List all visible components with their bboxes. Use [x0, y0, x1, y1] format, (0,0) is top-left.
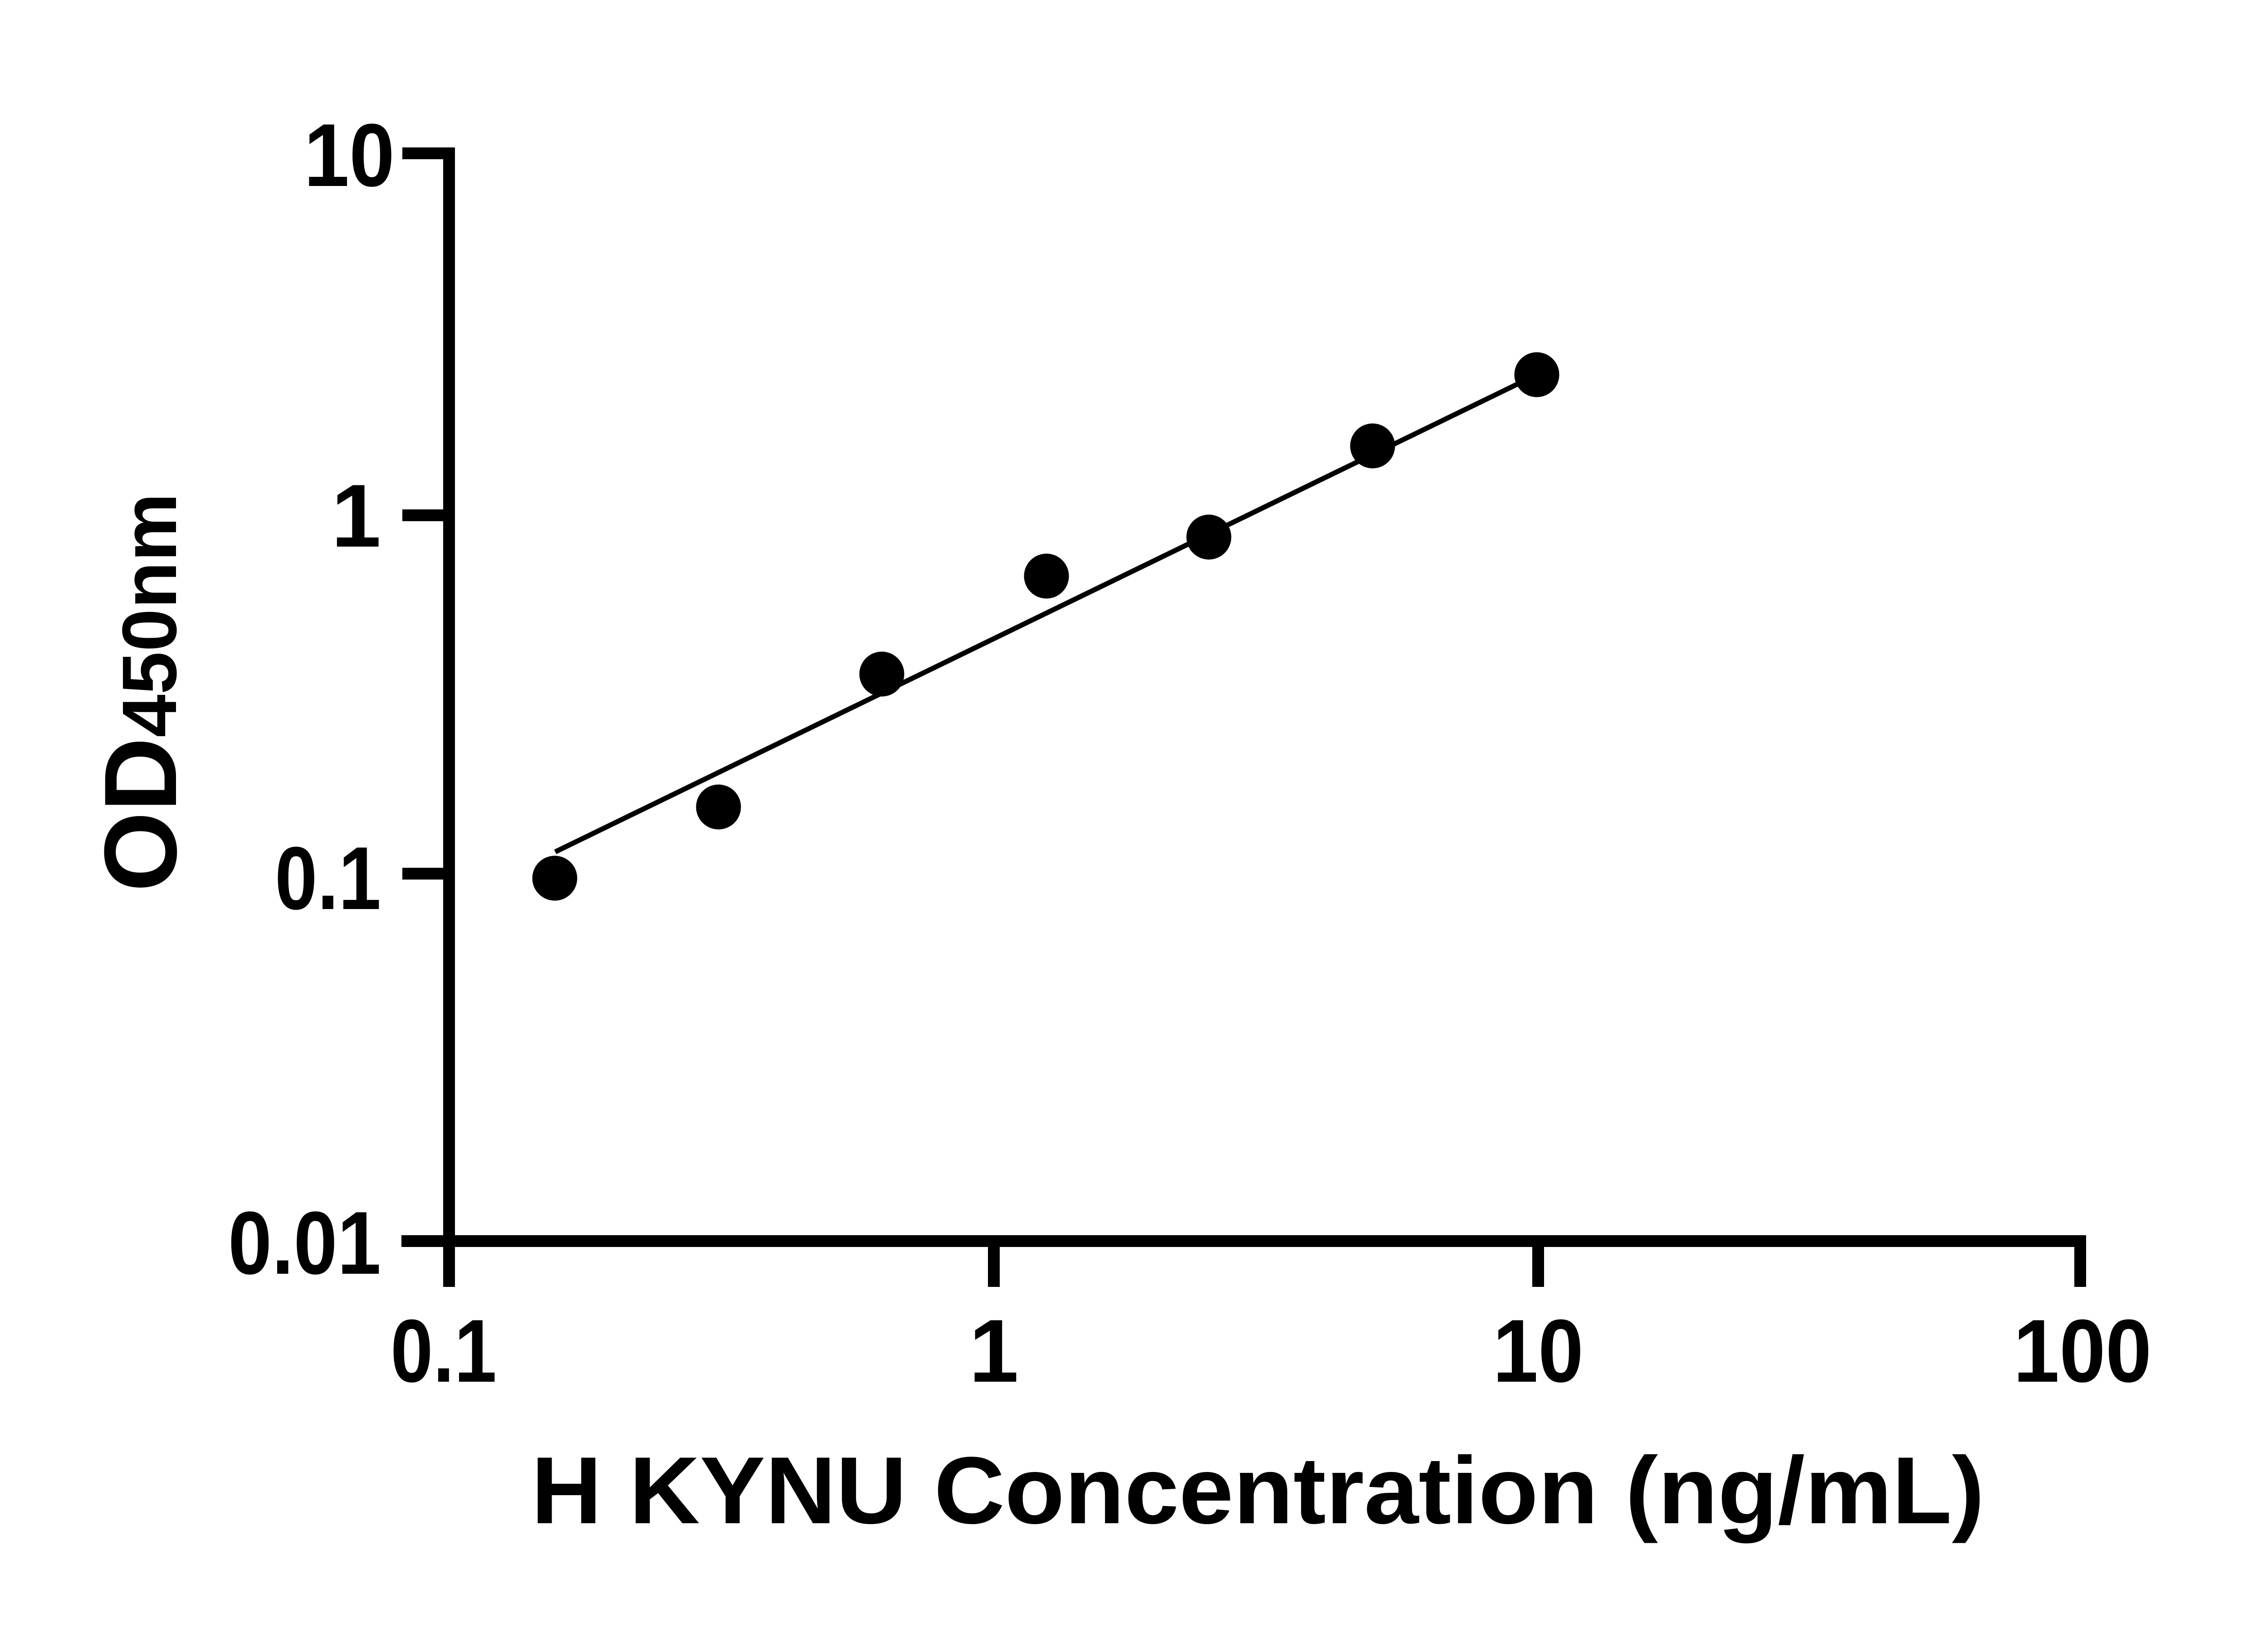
svg-text:1: 1 — [331, 466, 381, 566]
svg-text:0.01: 0.01 — [228, 1193, 381, 1293]
svg-text:10: 10 — [304, 105, 395, 205]
svg-text:10: 10 — [1493, 1301, 1584, 1401]
svg-text:0.1: 0.1 — [391, 1301, 497, 1401]
svg-text:100: 100 — [2014, 1301, 2152, 1401]
svg-text:0.1: 0.1 — [275, 828, 381, 928]
svg-text:1: 1 — [969, 1301, 1019, 1401]
svg-text:H KYNU Concentration (ng/mL): H KYNU Concentration (ng/mL) — [531, 1437, 1984, 1544]
